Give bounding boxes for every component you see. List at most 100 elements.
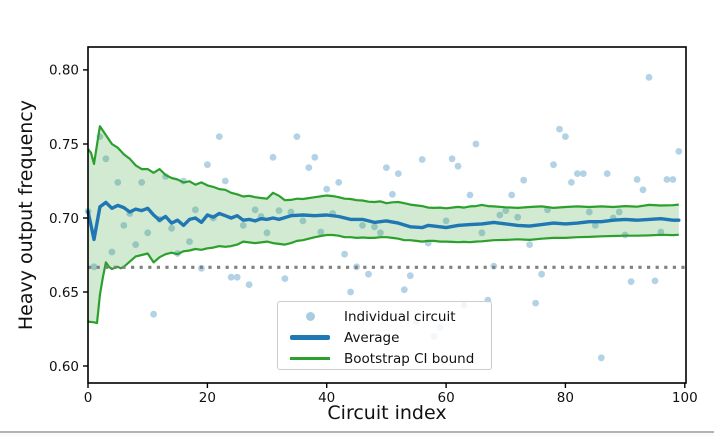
scatter-point <box>359 222 366 229</box>
scatter-point <box>627 278 635 285</box>
x-axis-label: Circuit index <box>327 402 447 424</box>
scatter-point <box>114 179 122 186</box>
scatter-point <box>371 223 378 231</box>
window-bottom-fill <box>0 433 714 436</box>
scatter-point <box>168 224 176 232</box>
y-tick-label: 0.80 <box>49 63 79 79</box>
scatter-point <box>406 272 414 280</box>
scatter-point <box>478 229 486 237</box>
legend-handle <box>284 312 336 321</box>
scatter-point <box>472 140 480 148</box>
scatter-point <box>389 190 396 198</box>
scatter-point <box>633 176 641 183</box>
scatter-point <box>508 191 516 199</box>
scatter-point <box>645 73 653 81</box>
average-line-icon <box>290 335 330 340</box>
window-bottom-edge <box>0 431 714 433</box>
scatter-point <box>281 275 289 282</box>
scatter-point <box>639 186 647 194</box>
scatter-point <box>311 153 319 161</box>
scatter-point <box>186 238 193 246</box>
scatter-point <box>591 222 599 229</box>
scatter-point <box>603 170 611 178</box>
scatter-point <box>317 228 325 236</box>
ci-band <box>88 126 679 324</box>
scatter-point <box>221 177 229 185</box>
scatter-point <box>448 155 456 163</box>
scatter-point <box>663 176 671 183</box>
scatter-point <box>138 179 146 186</box>
y-tick-label: 0.75 <box>49 137 79 153</box>
scatter-point <box>669 176 677 183</box>
scatter-point <box>335 179 343 186</box>
scatter-point <box>293 133 301 141</box>
scatter-point <box>651 277 659 285</box>
scatter-point <box>263 229 271 237</box>
scatter-point <box>233 273 241 281</box>
y-tick-label: 0.70 <box>49 211 79 227</box>
scatter-point <box>287 208 295 216</box>
scatter-point <box>520 176 528 184</box>
y-axis-label: Heavy output frequency <box>8 47 44 383</box>
scatter-point <box>562 133 569 141</box>
x-tick-label: 100 <box>672 390 698 406</box>
legend-item-bootstrap-ci: Bootstrap CI bound <box>278 348 491 369</box>
scatter-point <box>192 206 199 214</box>
legend-handle <box>284 335 336 340</box>
scatter-point <box>275 207 283 215</box>
scatter-point <box>102 155 110 163</box>
scatter-point <box>227 273 235 281</box>
scatter-point <box>579 170 587 178</box>
scatter-point <box>615 208 623 216</box>
average-line <box>86 200 681 242</box>
scatter-point <box>323 185 331 193</box>
legend-item-label: Average <box>344 329 400 346</box>
legend: Individual circuit Average Bootstrap CI … <box>277 301 492 370</box>
scatter-point <box>269 153 277 161</box>
y-tick-label: 0.65 <box>49 285 79 301</box>
scatter-point <box>502 207 510 215</box>
legend-item-individual-circuit: Individual circuit <box>278 306 491 327</box>
scatter-point <box>204 161 211 169</box>
ci-upper-line <box>87 125 679 210</box>
scatter-point <box>341 250 348 258</box>
scatter-point <box>538 270 545 278</box>
scatter-point <box>305 164 313 172</box>
scatter-point <box>90 263 98 271</box>
scatter-point <box>108 248 116 256</box>
scatter-point <box>418 156 426 163</box>
scatter-point <box>365 270 372 278</box>
legend-item-label: Individual circuit <box>344 308 456 325</box>
scatter-point <box>526 241 533 249</box>
scatter-point <box>568 179 575 186</box>
scatter-point <box>442 217 450 225</box>
scatter-point <box>514 213 522 221</box>
scatter-point <box>251 206 259 214</box>
scatter-point <box>496 211 504 219</box>
scatter-point <box>556 125 563 133</box>
scatter-point <box>215 133 223 141</box>
scatter-point <box>675 148 683 155</box>
ci-lower-line <box>87 233 679 325</box>
scatter-point <box>574 170 581 178</box>
scatter-point <box>657 228 665 236</box>
ci-line-icon <box>290 357 330 360</box>
scatter-point <box>144 229 152 237</box>
scatter-point <box>120 222 128 229</box>
scatter-point <box>585 208 593 216</box>
legend-item-label: Bootstrap CI bound <box>344 350 475 367</box>
legend-item-average: Average <box>278 327 491 348</box>
axes-spines <box>87 46 687 384</box>
legend-handle <box>284 357 336 360</box>
scatter-point <box>239 222 247 229</box>
scatter-point <box>299 217 307 225</box>
scatter-point <box>400 286 408 294</box>
scatter-point <box>550 161 557 169</box>
scatter-point <box>532 299 539 307</box>
scatter-point <box>394 170 402 178</box>
scatter-point <box>150 310 158 318</box>
scatter-point <box>347 288 354 296</box>
x-tick-label: 0 <box>84 390 93 406</box>
